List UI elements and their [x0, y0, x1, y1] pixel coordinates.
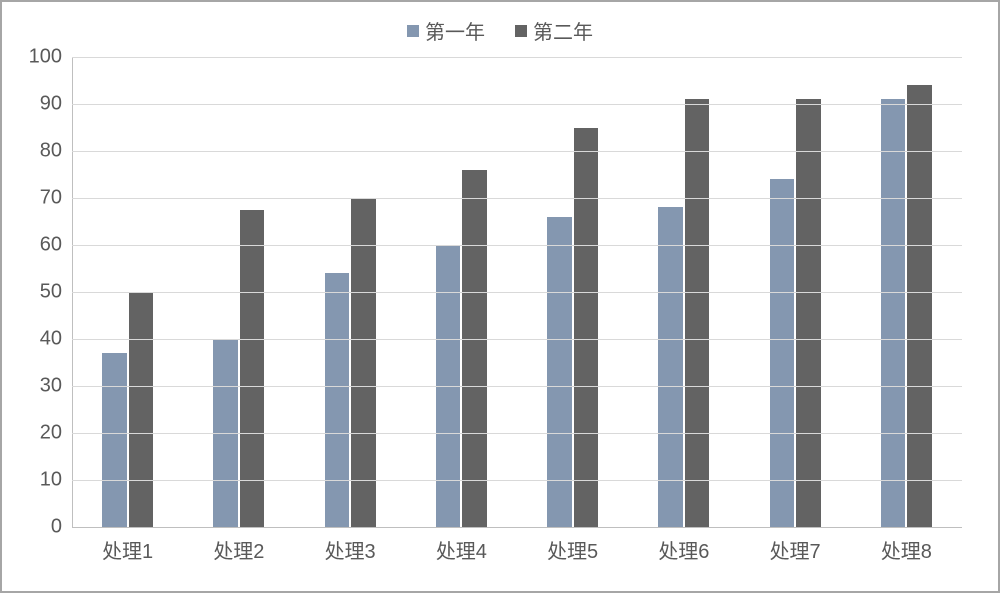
y-tick-label: 100	[29, 46, 72, 69]
plot-area: 处理1处理2处理3处理4处理5处理6处理7处理8 010203040506070…	[72, 57, 962, 527]
gridline	[72, 433, 962, 434]
legend-swatch-series-1	[407, 25, 419, 37]
y-tick-label: 30	[40, 375, 72, 398]
y-tick-label: 50	[40, 281, 72, 304]
legend-label-series-1: 第一年	[425, 16, 485, 45]
y-tick-label: 40	[40, 328, 72, 351]
legend-label-series-2: 第二年	[533, 16, 593, 45]
gridline	[72, 198, 962, 199]
x-tick-label: 处理4	[436, 527, 487, 564]
bar-series-2	[796, 99, 820, 527]
gridline	[72, 339, 962, 340]
legend-item-series-1: 第一年	[407, 16, 485, 45]
y-tick-label: 20	[40, 422, 72, 445]
y-tick-label: 0	[51, 516, 72, 539]
x-tick-label: 处理8	[881, 527, 932, 564]
bar-series-2	[462, 170, 486, 527]
bar-series-1	[325, 273, 349, 527]
y-tick-label: 10	[40, 469, 72, 492]
x-tick-label: 处理6	[658, 527, 709, 564]
bar-series-1	[770, 179, 794, 527]
bar-series-1	[881, 99, 905, 527]
gridline	[72, 386, 962, 387]
chart-container: 第一年 第二年 处理1处理2处理3处理4处理5处理6处理7处理8 0102030…	[0, 0, 1000, 593]
x-tick-label: 处理7	[770, 527, 821, 564]
bar-series-2	[574, 128, 598, 528]
y-tick-label: 80	[40, 140, 72, 163]
bar-series-1	[102, 353, 126, 527]
gridline	[72, 57, 962, 58]
x-tick-label: 处理3	[325, 527, 376, 564]
gridline	[72, 527, 962, 528]
x-tick-label: 处理1	[102, 527, 153, 564]
bar-series-2	[685, 99, 709, 527]
y-tick-label: 60	[40, 234, 72, 257]
gridline	[72, 245, 962, 246]
gridline	[72, 480, 962, 481]
legend-item-series-2: 第二年	[515, 16, 593, 45]
y-tick-label: 70	[40, 187, 72, 210]
bar-series-2	[351, 198, 375, 527]
gridline	[72, 104, 962, 105]
bar-series-2	[129, 292, 153, 527]
x-tick-label: 处理5	[547, 527, 598, 564]
legend: 第一年 第二年	[407, 16, 593, 45]
gridline	[72, 292, 962, 293]
legend-swatch-series-2	[515, 25, 527, 37]
x-tick-label: 处理2	[213, 527, 264, 564]
y-tick-label: 90	[40, 93, 72, 116]
gridline	[72, 151, 962, 152]
